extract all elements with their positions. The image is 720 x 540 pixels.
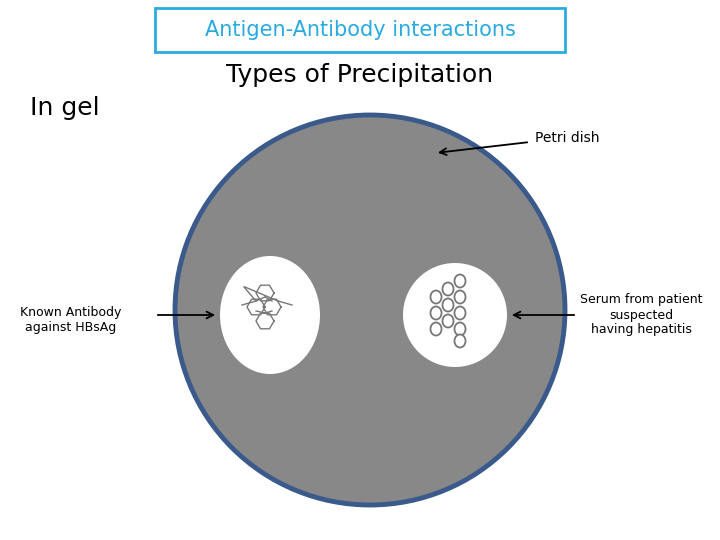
Circle shape	[175, 115, 565, 505]
Ellipse shape	[454, 274, 466, 287]
Ellipse shape	[220, 256, 320, 374]
Ellipse shape	[443, 314, 454, 327]
Text: Known Antibody
against HBsAg: Known Antibody against HBsAg	[20, 306, 122, 334]
Circle shape	[403, 263, 507, 367]
Ellipse shape	[454, 307, 466, 320]
Ellipse shape	[431, 307, 441, 320]
Ellipse shape	[454, 322, 466, 335]
Ellipse shape	[443, 282, 454, 295]
Bar	[155, 8, 565, 52]
Ellipse shape	[454, 291, 466, 303]
Ellipse shape	[443, 299, 454, 312]
Ellipse shape	[431, 322, 441, 335]
Text: Types of Precipitation: Types of Precipitation	[226, 63, 494, 87]
Ellipse shape	[454, 334, 466, 348]
Ellipse shape	[431, 291, 441, 303]
Text: Antigen-Antibody interactions: Antigen-Antibody interactions	[204, 20, 516, 40]
Text: Serum from patient
suspected
having hepatitis: Serum from patient suspected having hepa…	[580, 294, 703, 336]
Text: In gel: In gel	[30, 96, 99, 120]
Text: Petri dish: Petri dish	[535, 131, 600, 145]
